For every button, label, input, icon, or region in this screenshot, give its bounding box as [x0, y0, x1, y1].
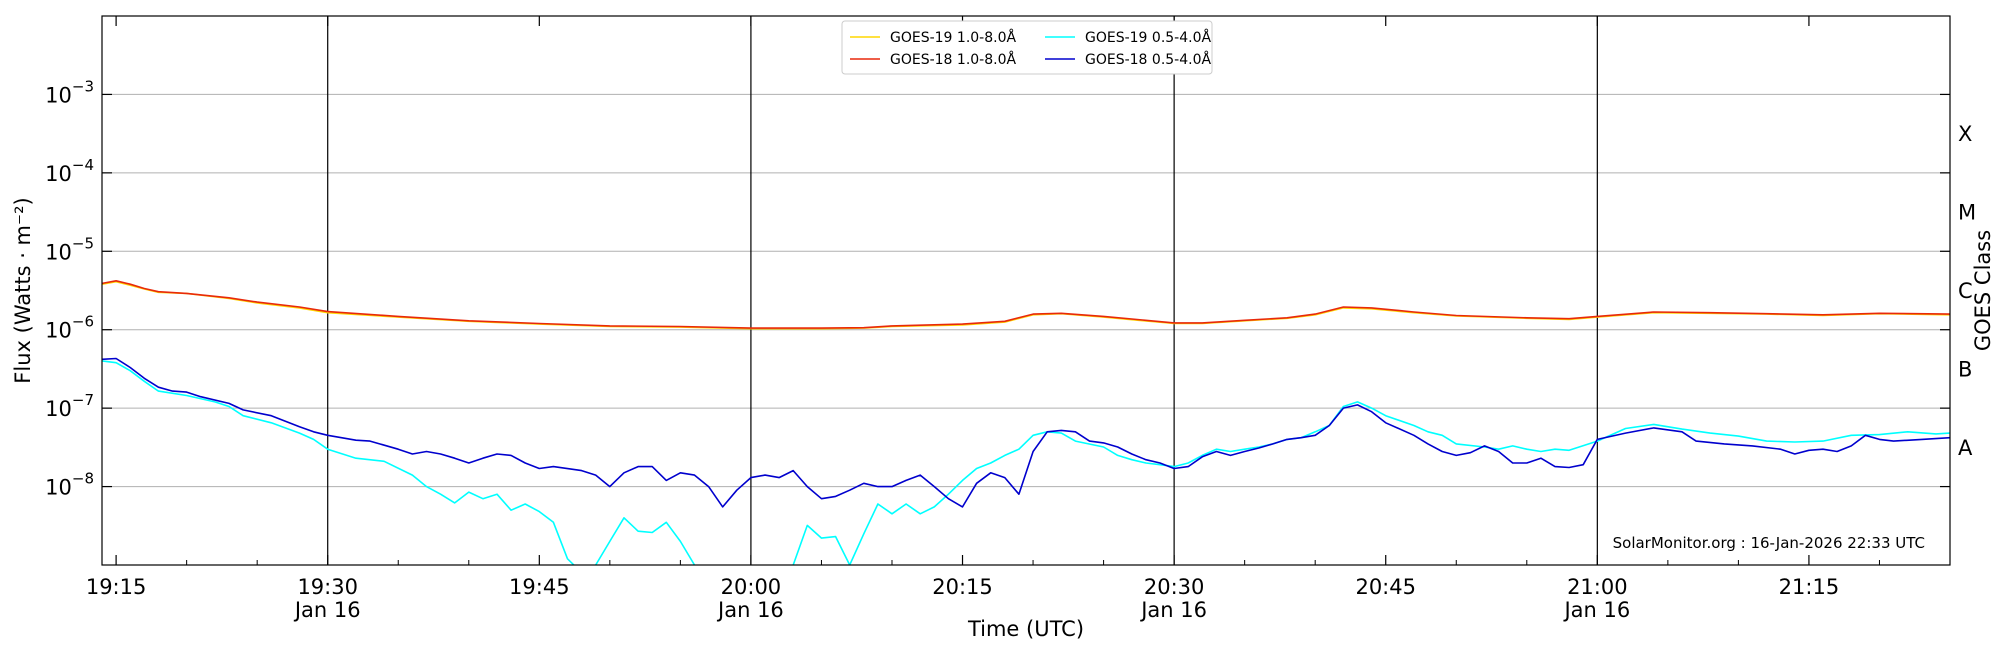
- x-axis-title: Time (UTC): [967, 617, 1084, 641]
- day-lines: [327, 16, 1598, 565]
- x-tick-label-5: 20:30: [1144, 575, 1205, 599]
- goes-class-B: B: [1958, 358, 1972, 382]
- y-tick-label-0: 10−8: [45, 470, 94, 500]
- y-tick-label-3: 10−5: [45, 234, 94, 264]
- watermark-text: SolarMonitor.org : 16-Jan-2026 22:33 UTC: [1613, 534, 1925, 552]
- x-tick-label-8: 21:15: [1779, 575, 1840, 599]
- y-tick-label-4: 10−4: [45, 156, 94, 186]
- y-tick-label-2: 10−6: [45, 313, 94, 343]
- y-tick-label-1: 10−7: [45, 391, 94, 421]
- x-tick-date-7: Jan 16: [1562, 598, 1630, 622]
- x-tick-label-7: 21:00: [1567, 575, 1628, 599]
- series-layer: [102, 280, 1950, 565]
- x-tick-label-1: 19:30: [297, 575, 358, 599]
- plot-frame: [101, 15, 1951, 566]
- goes-class-A: A: [1958, 436, 1973, 460]
- y-tick-labels: 10−8 10−7 10−6 10−5 10−4 10−3: [45, 77, 94, 499]
- grid-layer: [102, 93, 1950, 488]
- y-tick-label-5: 10−3: [45, 77, 94, 107]
- series-line-2: [102, 360, 1950, 565]
- x-tick-date-3: Jan 16: [716, 598, 784, 622]
- x-tick-label-2: 19:45: [509, 575, 570, 599]
- series-line-0: [102, 280, 1950, 330]
- goes-class-M: M: [1958, 201, 1976, 225]
- legend: GOES-19 1.0-8.0Å GOES-18 1.0-8.0Å GOES-19 …: [841, 20, 1213, 75]
- legend-label-0: GOES-19 1.0-8.0Å: [890, 29, 1016, 46]
- series-line-3: [102, 357, 1950, 508]
- x-tick-date-5: Jan 16: [1139, 598, 1207, 622]
- goes-class-labels: A B C M X: [1958, 122, 1976, 460]
- x-tick-date-1: Jan 16: [293, 598, 361, 622]
- legend-label-1: GOES-18 1.0-8.0Å: [890, 51, 1016, 68]
- y-axis-title: Flux (Watts · m⁻²): [11, 197, 35, 383]
- x-tick-label-3: 20:00: [721, 575, 782, 599]
- legend-label-2: GOES-19 0.5-4.0Å: [1085, 29, 1211, 46]
- x-tick-label-6: 20:45: [1355, 575, 1416, 599]
- ticks-layer: [102, 16, 1951, 565]
- x-tick-label-4: 20:15: [932, 575, 993, 599]
- goes-class-X: X: [1958, 122, 1972, 146]
- y2-axis-title: GOES Class: [1971, 230, 1995, 351]
- series-line-1: [102, 280, 1950, 329]
- goes-class-C: C: [1958, 279, 1973, 303]
- legend-box: [841, 20, 1213, 75]
- legend-label-3: GOES-18 0.5-4.0Å: [1085, 51, 1211, 68]
- x-tick-label-0: 19:15: [86, 575, 147, 599]
